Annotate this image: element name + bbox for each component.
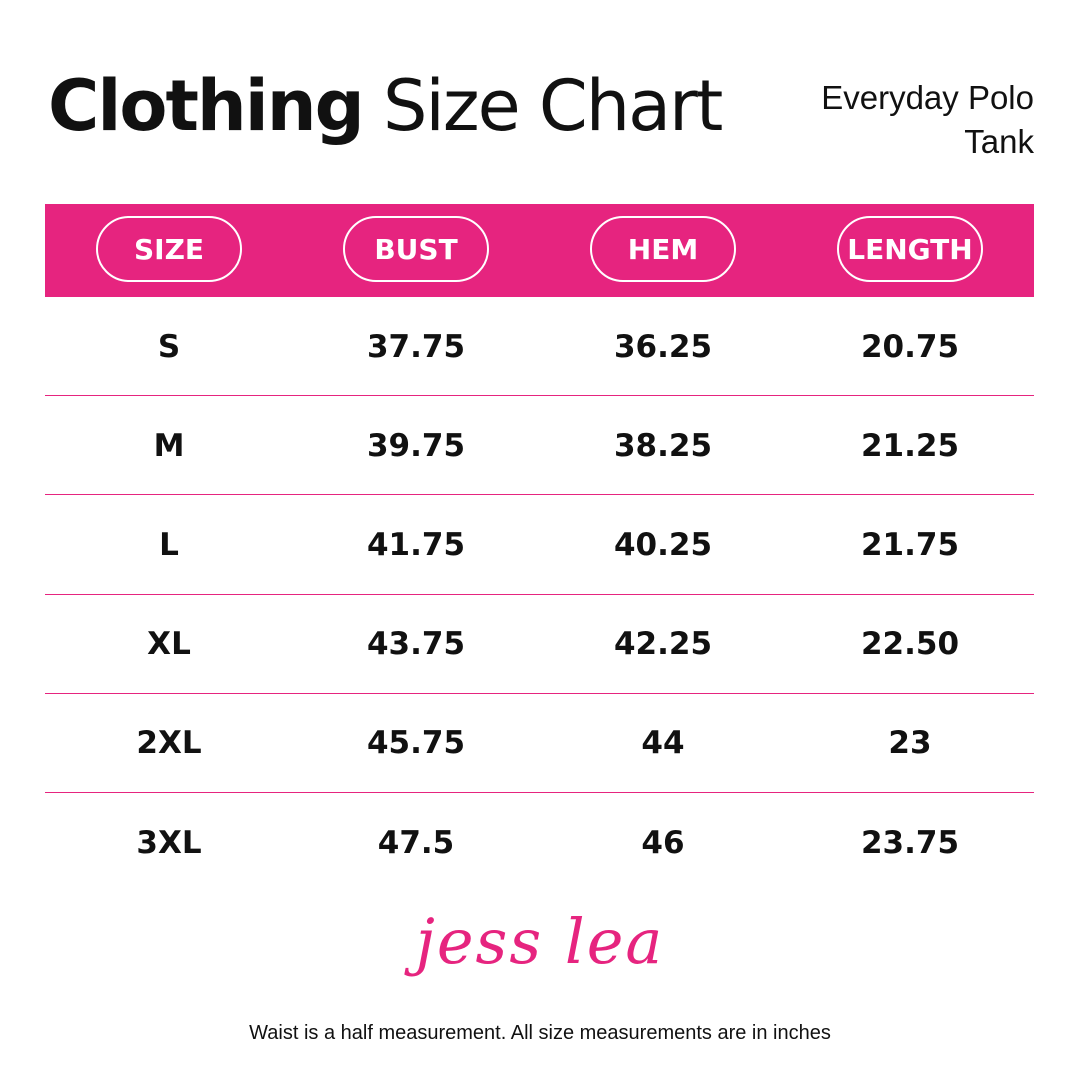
table-cell: 39.75 <box>366 427 466 464</box>
title-regular: Size Chart <box>382 65 723 147</box>
table-cell: 41.75 <box>366 527 466 563</box>
title: Clothing Size Chart <box>48 65 723 147</box>
footer-note: Waist is a half measurement. All size me… <box>249 1022 831 1044</box>
table-cell: 46 <box>641 824 685 861</box>
table-cell: 42.25 <box>613 626 713 663</box>
table-cell: 45.75 <box>366 725 466 762</box>
table-cell: 23 <box>888 725 932 762</box>
row-divider <box>45 792 1034 793</box>
table-cell: 3XL <box>136 824 202 861</box>
table-header: SIZE BUST HEM LENGTH <box>45 204 1034 297</box>
table-cell: 37.75 <box>366 328 466 365</box>
row-divider <box>45 692 1034 694</box>
column-header: SIZE <box>96 216 242 282</box>
table-cell: 23.75 <box>860 824 960 861</box>
logo: jess lea <box>415 905 665 978</box>
product-name: Everyday Polo Tank <box>821 79 1034 160</box>
table-cell: S <box>157 328 181 365</box>
column-header: BUST <box>343 216 489 282</box>
table-cell: 47.5 <box>377 824 455 861</box>
table-cell: 22.50 <box>860 626 960 663</box>
table-cell: 20.75 <box>860 328 960 365</box>
table-cell: 43.75 <box>366 626 466 663</box>
table-cell: 21.75 <box>860 527 960 563</box>
row-divider <box>45 593 1034 595</box>
column-header: HEM <box>590 216 736 282</box>
row-divider <box>45 395 1034 397</box>
table-cell: 44 <box>641 725 685 762</box>
column-header: LENGTH <box>837 216 983 282</box>
row-divider <box>45 494 1034 496</box>
table-cell: L <box>159 527 179 563</box>
table-cell: 38.25 <box>613 427 713 464</box>
table-cell: 21.25 <box>860 427 960 464</box>
table-cell: 2XL <box>136 725 202 762</box>
table-cell: 40.25 <box>613 527 713 563</box>
table-cell: M <box>153 427 185 464</box>
table-cell: XL <box>147 626 191 663</box>
table-cell: 36.25 <box>613 328 713 365</box>
title-bold: Clothing <box>48 65 365 147</box>
